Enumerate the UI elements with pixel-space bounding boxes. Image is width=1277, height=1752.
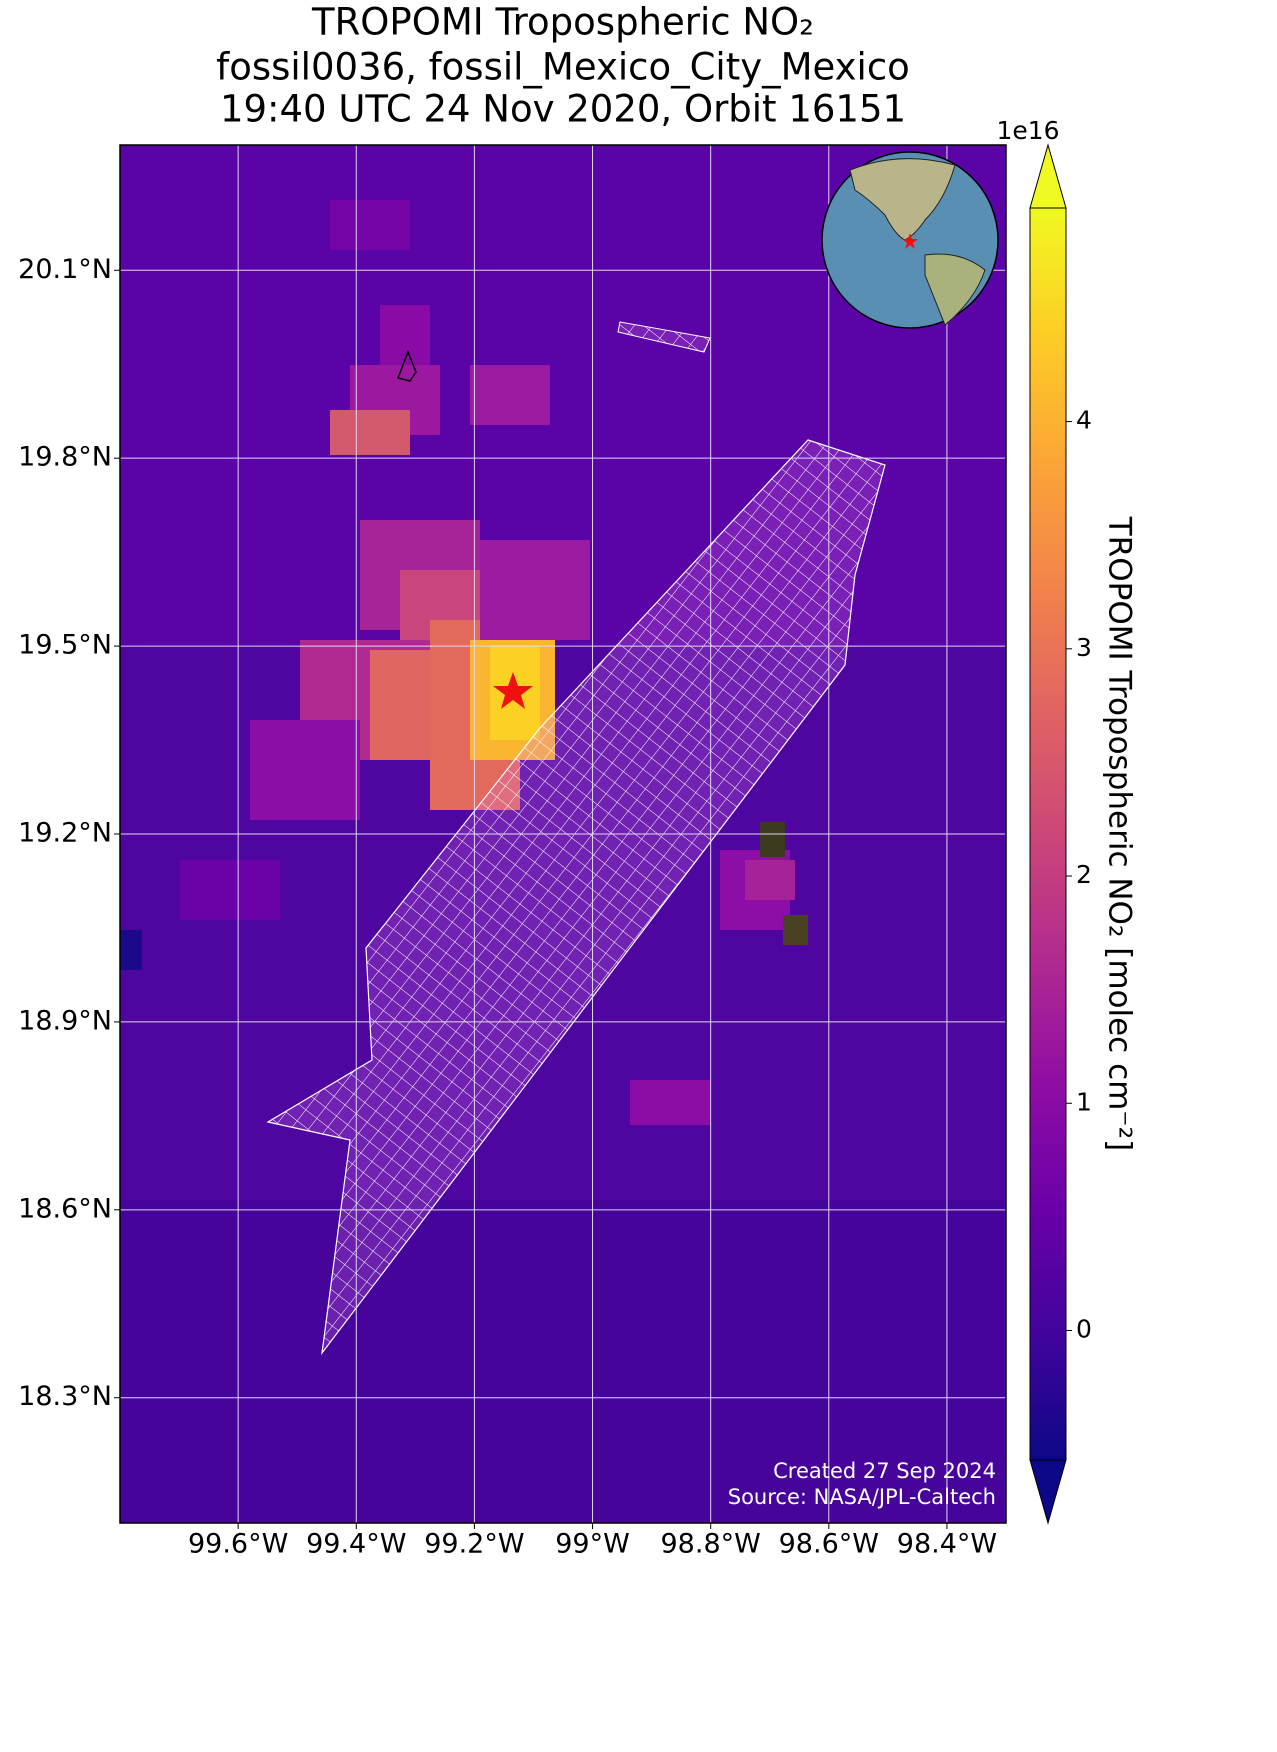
coastline	[396, 349, 417, 382]
colorbar-tick-label: 2	[1076, 860, 1092, 889]
x-tick-label: 98.4°W	[897, 1529, 997, 1560]
x-tick-label: 99°W	[555, 1529, 630, 1560]
x-tick-label: 98.6°W	[779, 1529, 879, 1560]
title: TROPOMI Tropospheric NO₂ fossil0036, fos…	[216, 1, 910, 131]
swath	[617, 321, 711, 353]
colorbar-label: TROPOMI Tropospheric NO₂ [molec cm⁻²]	[1102, 516, 1138, 1151]
colorbar: 1e16 TROPOMI Tropospheric NO₂ [molec cm⁻…	[996, 116, 1138, 1525]
colorbar-tick-label: 0	[1076, 1314, 1092, 1343]
colorbar-tick-label: 1	[1076, 1087, 1092, 1116]
title-line: 19:40 UTC 24 Nov 2020, Orbit 16151	[220, 88, 906, 131]
colorbar-scale: 1e16	[996, 116, 1059, 145]
x-tick-label: 98.8°W	[661, 1529, 761, 1560]
map-area: Created 27 Sep 2024 Source: NASA/JPL-Cal…	[120, 145, 1006, 1523]
y-tick-label: 19.2°N	[18, 818, 112, 849]
ticks: 99.6°W 99.4°W 99.2°W 99°W 98.8°W 98.6°W 98.4°W…	[18, 254, 997, 1560]
globe-inset	[821, 151, 999, 329]
grid	[120, 145, 1006, 1523]
x-tick-label: 99.4°W	[306, 1529, 406, 1560]
x-tick-label: 99.2°W	[424, 1529, 524, 1560]
y-tick-label: 19.8°N	[18, 442, 112, 473]
swath	[266, 439, 886, 1356]
credit: Created 27 Sep 2024	[773, 1459, 996, 1483]
colorbar-tick-label: 4	[1076, 406, 1092, 435]
colorbar-extend	[1029, 1459, 1067, 1525]
y-tick-label: 18.9°N	[18, 1005, 112, 1036]
colorbar-body	[1029, 207, 1067, 1461]
y-tick-label: 20.1°N	[18, 254, 112, 285]
colorbar-tick-label: 3	[1076, 633, 1092, 662]
y-tick-label: 18.3°N	[18, 1381, 112, 1412]
site-marker	[493, 672, 533, 709]
title-line: TROPOMI Tropospheric NO₂	[311, 1, 814, 44]
y-tick-label: 19.5°N	[18, 630, 112, 661]
y-tick-label: 18.6°N	[18, 1193, 112, 1224]
swath-grid	[266, 321, 886, 1356]
x-tick-label: 99.6°W	[188, 1529, 288, 1560]
credit: Source: NASA/JPL-Caltech	[728, 1485, 996, 1509]
colorbar-extend	[1029, 143, 1067, 209]
title-line: fossil0036, fossil_Mexico_City_Mexico	[216, 46, 910, 89]
